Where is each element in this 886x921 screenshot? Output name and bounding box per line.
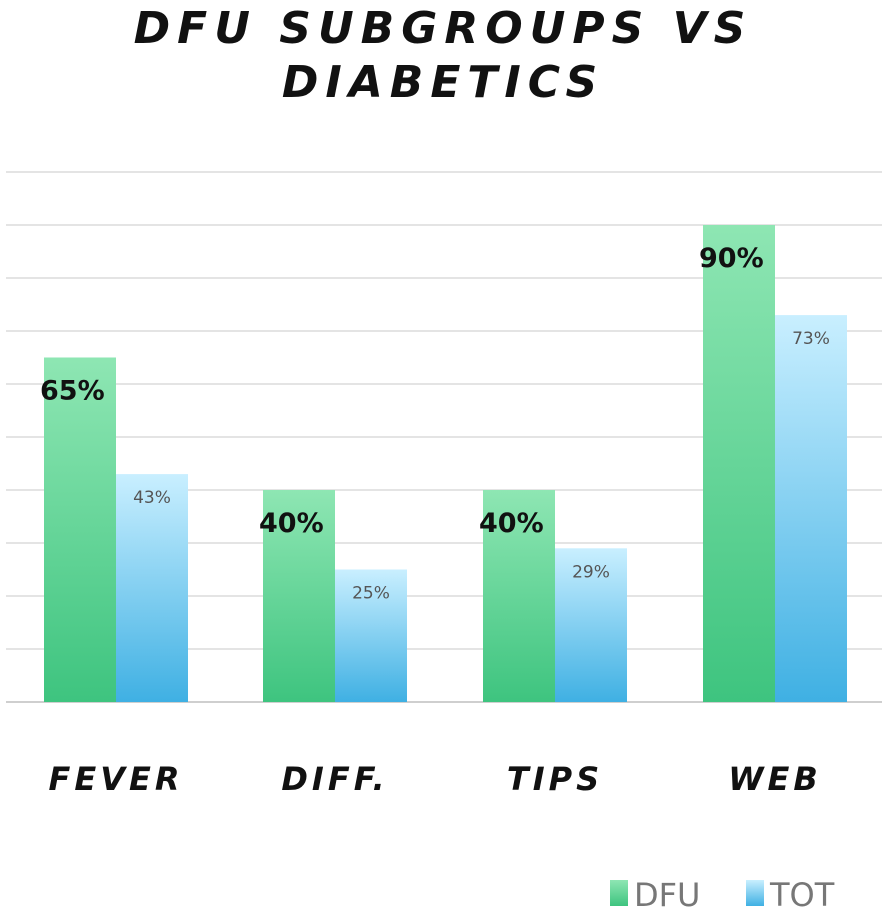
data-label-tot-fever: 43%: [133, 488, 171, 508]
data-label-tot-web: 73%: [792, 329, 830, 349]
data-label-dfu-tips: 40%: [479, 508, 544, 539]
data-labels: 65% 43% 40% 25% 40% 29% 90% 73%: [40, 243, 830, 604]
category-label-fever: FEVER: [49, 760, 184, 798]
category-label-diff: DIFF.: [281, 760, 388, 798]
legend: DFU TOT: [610, 876, 835, 914]
chart-title-line-2: DIABETICS: [281, 57, 605, 108]
bar-tot-tips: [555, 548, 627, 702]
data-label-tot-diff: 25%: [352, 584, 390, 604]
chart-title-line-1: DFU SUBGROUPS VS: [133, 3, 753, 54]
legend-swatch-tot: [746, 880, 764, 906]
data-label-dfu-diff: 40%: [259, 508, 324, 539]
bars: [44, 225, 847, 702]
legend-swatch-dfu: [610, 880, 628, 906]
category-label-web: WEB: [728, 760, 822, 798]
bar-tot-fever: [116, 474, 188, 702]
bar-dfu-fever: [44, 357, 116, 702]
chart-title: DFU SUBGROUPS VS DIABETICS: [0, 2, 886, 110]
data-label-tot-tips: 29%: [572, 562, 610, 582]
bar-tot-diff: [335, 569, 407, 702]
legend-label-dfu: DFU: [634, 876, 700, 914]
bar-dfu-web: [703, 225, 775, 702]
bar-dfu-diff: [263, 490, 335, 702]
category-labels: FEVER DIFF. TIPS WEB: [49, 760, 822, 798]
bar-tot-web: [775, 315, 847, 702]
data-label-dfu-web: 90%: [699, 243, 764, 274]
legend-label-tot: TOT: [769, 876, 835, 914]
category-label-tips: TIPS: [507, 760, 603, 798]
data-label-dfu-fever: 65%: [40, 376, 105, 407]
bar-dfu-tips: [483, 490, 555, 702]
